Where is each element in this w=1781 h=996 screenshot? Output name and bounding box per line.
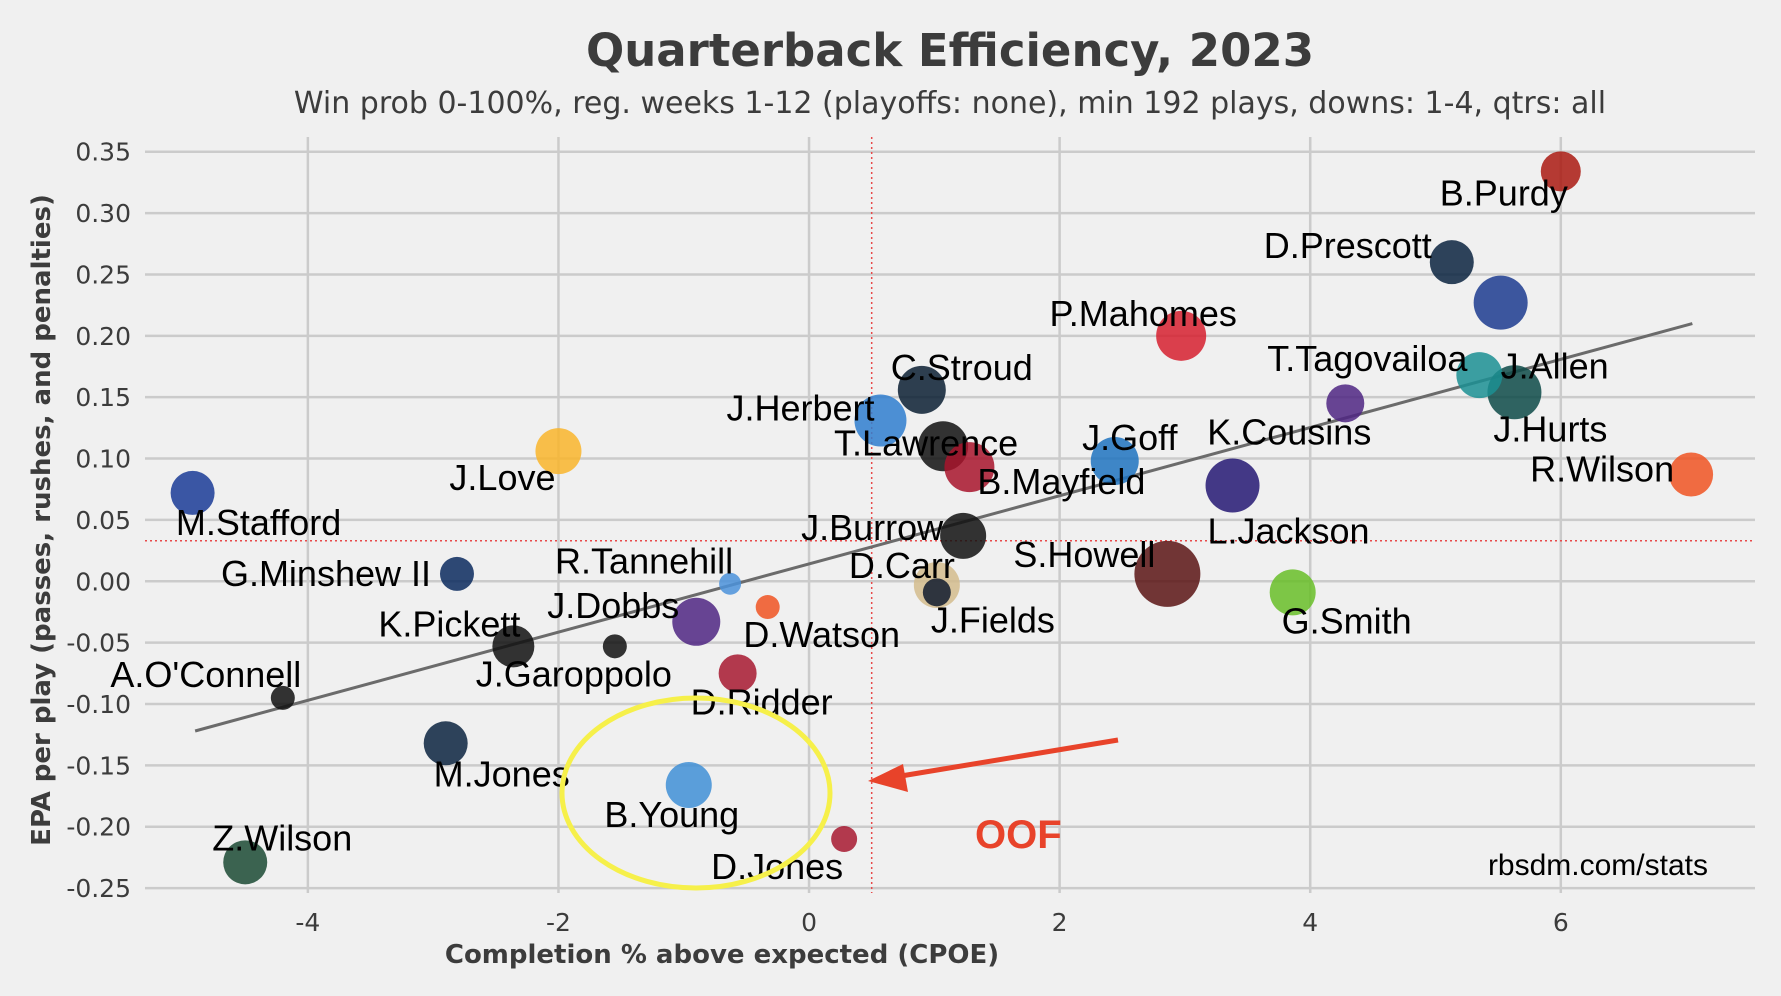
data-point <box>940 512 987 559</box>
data-point <box>423 721 468 766</box>
point-label: J.Love <box>449 457 555 498</box>
point-label: J.Allen <box>1501 346 1609 387</box>
data-point <box>535 428 582 475</box>
point-label: G.Smith <box>1282 600 1412 641</box>
data-point <box>1134 540 1201 607</box>
y-tick-label: 0.00 <box>75 567 131 596</box>
data-point <box>170 470 215 515</box>
point-label: P.Mahomes <box>1049 293 1236 334</box>
point-label: K.Pickett <box>378 603 520 644</box>
y-tick-label: 0.15 <box>75 383 131 412</box>
x-tick-label: 6 <box>1553 908 1569 937</box>
point-label: D.Watson <box>743 614 900 655</box>
data-point <box>1429 240 1474 285</box>
y-tick-label: -0.15 <box>66 751 131 780</box>
data-point <box>1473 275 1528 330</box>
data-point <box>755 595 780 620</box>
data-point <box>719 572 742 595</box>
data-point <box>944 442 995 493</box>
point-label: C.Stroud <box>891 347 1033 388</box>
point-label: J.Fields <box>931 599 1055 640</box>
y-tick-label: 0.35 <box>75 138 131 167</box>
point-label: B.Young <box>604 794 739 835</box>
x-tick-label: 0 <box>801 908 817 937</box>
oof-arrowhead <box>868 764 908 792</box>
x-tick-label: -4 <box>295 908 320 937</box>
data-point <box>665 762 712 808</box>
annotations: OOF rbsdm.com/stats <box>559 695 1708 891</box>
point-label: T.Lawrence <box>834 422 1018 463</box>
point-label: G.Minshew II <box>221 553 431 594</box>
point-label: K.Cousins <box>1207 411 1371 452</box>
data-point <box>1156 310 1207 361</box>
point-label: R.Tannehill <box>555 541 733 582</box>
point-label: B.Mayfield <box>977 461 1145 502</box>
data-point <box>492 625 535 668</box>
chart-title: Quarterback Efficiency, 2023 <box>586 24 1314 77</box>
point-label: J.Hurts <box>1493 408 1607 449</box>
point-label: J.Burrow <box>801 507 944 548</box>
y-tick-label: 0.20 <box>75 322 131 351</box>
y-tick-label: -0.25 <box>66 874 131 903</box>
point-label: R.Wilson <box>1530 449 1674 490</box>
point-label: D.Carr <box>849 545 955 586</box>
data-point <box>672 597 721 646</box>
highlight-circle <box>559 695 833 891</box>
y-tick-label: -0.20 <box>66 813 131 842</box>
point-label: B.Purdy <box>1440 172 1568 213</box>
point-label: J.Garoppolo <box>476 653 672 694</box>
y-tick-label: 0.10 <box>75 445 131 474</box>
x-tick-label: -2 <box>546 908 571 937</box>
data-point <box>270 685 295 710</box>
data-point <box>1456 352 1503 399</box>
data-point <box>831 826 858 852</box>
oof-arrow <box>894 737 1119 780</box>
chart-subtitle: Win prob 0-100%, reg. weeks 1-12 (playof… <box>294 86 1606 121</box>
point-label: D.Ridder <box>691 681 833 722</box>
data-point <box>897 365 946 414</box>
point-label: L.Jackson <box>1207 511 1369 552</box>
data-point <box>1269 569 1316 616</box>
grid <box>145 137 1755 893</box>
y-tick-label: -0.10 <box>66 690 131 719</box>
point-label: Z.Wilson <box>212 817 352 858</box>
x-tick-label: 4 <box>1302 908 1318 937</box>
data-point <box>922 578 951 607</box>
data-point <box>1205 458 1260 513</box>
data-point <box>1326 384 1365 423</box>
data-point <box>854 394 907 447</box>
point-label: J.Dobbs <box>547 585 679 626</box>
source-credit: rbsdm.com/stats <box>1488 849 1708 882</box>
y-tick-label: -0.05 <box>66 629 131 658</box>
point-label: T.Tagovailoa <box>1267 338 1468 379</box>
oof-text: OOF <box>975 813 1062 857</box>
tick-labels: -4 -2 0 2 4 6 0.35 0.30 0.25 0.20 0.15 0.10 0.05 0.00… <box>66 138 1568 937</box>
x-axis-label: Completion % above expected (CPOE) <box>445 940 999 970</box>
data-point <box>718 654 757 693</box>
data-point <box>1540 151 1581 192</box>
point-label: M.Stafford <box>176 502 341 543</box>
point-label: J.Herbert <box>726 388 874 429</box>
data-point <box>602 634 627 659</box>
y-tick-label: 0.30 <box>75 199 131 228</box>
data-point <box>439 556 474 591</box>
point-label: D.Prescott <box>1264 225 1432 266</box>
point-label: J.Goff <box>1082 417 1178 458</box>
data-point <box>1669 452 1714 497</box>
x-tick-label: 2 <box>1052 908 1068 937</box>
data-points <box>170 151 1714 885</box>
y-tick-label: 0.25 <box>75 260 131 289</box>
data-point <box>1090 437 1139 485</box>
point-label: S.Howell <box>1013 534 1155 575</box>
y-axis-label: EPA per play (passes, rushes, and penalt… <box>27 194 57 846</box>
y-tick-label: 0.05 <box>75 506 131 535</box>
point-label: M.Jones <box>434 753 570 794</box>
point-label: A.O'Connell <box>110 654 301 695</box>
data-point <box>223 840 268 885</box>
